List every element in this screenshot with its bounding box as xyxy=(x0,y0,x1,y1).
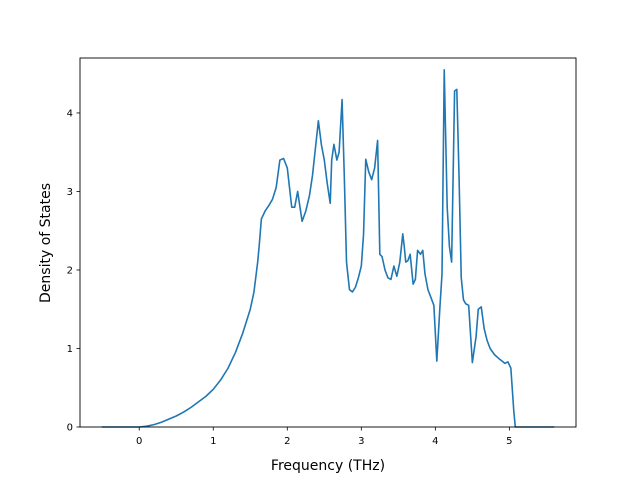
x-tick-label: 4 xyxy=(432,436,438,447)
x-tick-label: 1 xyxy=(210,436,216,447)
x-tick-label: 0 xyxy=(136,436,142,447)
x-tick-label: 5 xyxy=(506,436,512,447)
x-tick-label: 2 xyxy=(284,436,290,447)
y-tick-label: 2 xyxy=(67,265,73,276)
y-tick-label: 1 xyxy=(67,344,73,355)
series-line xyxy=(101,68,555,428)
plot-frame xyxy=(79,57,577,428)
y-tick-label: 0 xyxy=(67,423,73,434)
y-axis-label: Density of States xyxy=(38,183,54,303)
x-axis-label: Frequency (THz) xyxy=(271,458,385,474)
x-tick-label: 3 xyxy=(358,436,364,447)
ticks-layer: 0 1 2 3 4 5 0 1 2 3 4 xyxy=(67,108,513,447)
y-tick-label: 4 xyxy=(67,108,73,119)
y-tick-label: 3 xyxy=(67,187,73,198)
